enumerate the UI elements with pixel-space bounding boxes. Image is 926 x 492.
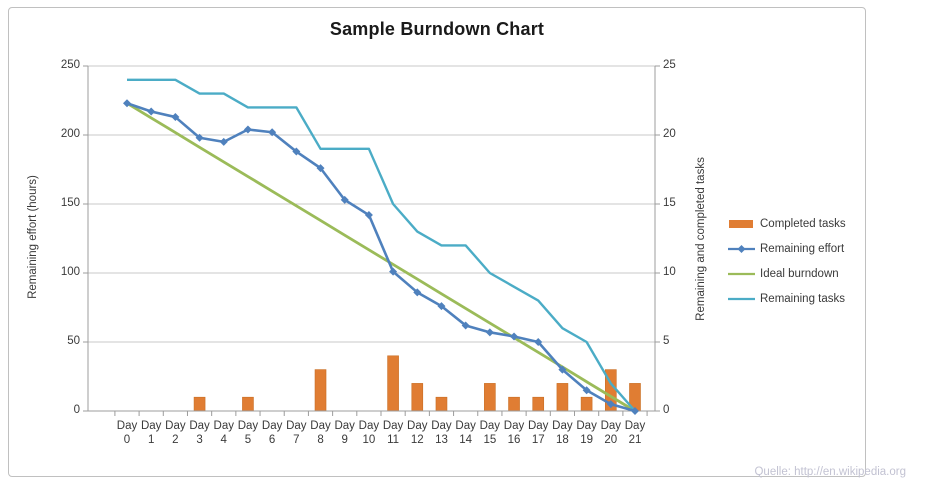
marker-remaining-effort <box>582 386 591 395</box>
bar-completed-tasks <box>314 369 327 412</box>
legend-label: Remaining tasks <box>760 292 846 305</box>
x-axis-tick-label: Day 4 <box>213 420 234 446</box>
marker-remaining-effort <box>558 365 567 374</box>
x-axis-tick-label: Day 13 <box>431 420 452 446</box>
x-axis-tick-label: Day 14 <box>455 420 476 446</box>
marker-remaining-effort <box>461 321 470 330</box>
left-axis-tick-label: 50 <box>67 335 80 347</box>
x-axis-tick-label: Day 15 <box>479 420 501 446</box>
chart-title: Sample Burndown Chart <box>329 19 545 39</box>
right-axis-tick-label: 10 <box>663 266 676 278</box>
marker-remaining-effort <box>389 267 398 276</box>
marker-remaining-effort <box>630 407 639 415</box>
legend-label: Remaining effort <box>760 242 845 255</box>
marker-remaining-effort <box>437 302 446 311</box>
x-axis-tick-label: Day 18 <box>552 420 573 446</box>
bar-completed-tasks <box>556 383 569 412</box>
bar-completed-tasks <box>484 383 496 412</box>
left-axis-title: Remaining effort (hours) <box>27 175 39 299</box>
bar-completed-tasks <box>411 383 424 412</box>
legend-line-swatch-icon <box>728 297 755 300</box>
chart-frame <box>8 7 866 477</box>
marker-remaining-effort <box>243 125 252 134</box>
x-axis-tick-label: Day 16 <box>503 420 525 446</box>
right-axis-tick-label: 5 <box>663 335 670 347</box>
marker-remaining-effort <box>364 211 373 220</box>
marker-remaining-effort <box>485 328 494 337</box>
x-axis-tick-label: Day 1 <box>140 420 162 446</box>
x-axis-tick-label: Day 17 <box>527 420 549 446</box>
legend-item-remaining-effort: Remaining effort <box>728 236 846 261</box>
x-axis-tick-label: Day 10 <box>358 420 380 446</box>
source-watermark: Quelle: http://en.wikipedia.org <box>754 466 906 478</box>
line-remaining-tasks <box>127 78 636 412</box>
line-ideal-burndown <box>126 102 636 413</box>
x-axis-tick-label: Day 19 <box>576 420 597 446</box>
bar-completed-tasks <box>387 355 399 412</box>
left-axis-tick-label: 200 <box>60 128 80 140</box>
right-axis-tick-label: 0 <box>663 404 670 416</box>
x-axis-tick-label: Day 21 <box>624 420 646 446</box>
marker-remaining-effort <box>195 133 204 142</box>
marker-remaining-effort <box>171 113 180 122</box>
right-axis-tick-label: 15 <box>663 197 676 209</box>
marker-remaining-effort <box>510 332 519 341</box>
bar-completed-tasks <box>242 396 254 412</box>
x-axis-tick-label: Day 12 <box>407 420 428 446</box>
legend: Completed tasks Remaining effort Ideal bur… <box>728 211 846 311</box>
x-axis-tick-label: Day 8 <box>310 420 331 446</box>
legend-line-swatch-icon <box>728 244 755 253</box>
left-axis-tick-label: 100 <box>60 266 80 278</box>
marker-remaining-effort <box>316 164 325 173</box>
legend-item-completed-tasks: Completed tasks <box>728 211 846 236</box>
legend-label: Ideal burndown <box>760 267 839 280</box>
right-axis-tick-label: 25 <box>663 59 676 71</box>
x-axis-tick-label: Day 20 <box>600 420 622 446</box>
marker-remaining-effort <box>123 99 131 108</box>
right-axis-title: Remaining and completed tasks <box>695 157 707 321</box>
x-axis-tick-label: Day 3 <box>189 420 210 446</box>
left-axis-tick-label: 150 <box>60 197 80 209</box>
left-axis-tick-label: 250 <box>60 59 80 71</box>
x-axis-tick-label: Day 7 <box>286 420 307 446</box>
legend-item-ideal-burndown: Ideal burndown <box>728 261 846 286</box>
left-axis-tick-label: 0 <box>73 404 80 416</box>
marker-remaining-effort <box>147 107 156 116</box>
x-axis-tick-label: Day 6 <box>261 420 283 446</box>
bar-completed-tasks <box>435 396 448 412</box>
line-remaining-effort <box>126 102 636 413</box>
x-axis-tick-label: Day 2 <box>165 420 186 446</box>
x-axis-tick-label: Day 0 <box>116 420 138 446</box>
x-axis-tick-label: Day 11 <box>382 420 404 446</box>
legend-line-swatch-icon <box>728 272 755 275</box>
right-axis-tick-label: 20 <box>663 128 676 140</box>
marker-remaining-effort <box>534 338 543 346</box>
marker-remaining-effort <box>268 128 277 137</box>
bar-completed-tasks <box>508 396 520 412</box>
x-axis-tick-label: Day 5 <box>237 420 259 446</box>
x-axis-tick-label: Day 9 <box>334 420 355 446</box>
legend-item-remaining-tasks: Remaining tasks <box>728 286 846 311</box>
legend-bar-swatch-icon <box>729 219 753 228</box>
legend-label: Completed tasks <box>760 217 846 230</box>
marker-remaining-effort <box>219 137 228 146</box>
marker-remaining-effort <box>413 288 422 297</box>
marker-remaining-effort <box>606 400 615 409</box>
marker-remaining-effort <box>340 195 349 204</box>
marker-remaining-effort <box>292 147 301 156</box>
bar-completed-tasks <box>532 396 545 412</box>
bar-completed-tasks <box>193 396 206 412</box>
bar-completed-tasks <box>580 396 593 412</box>
